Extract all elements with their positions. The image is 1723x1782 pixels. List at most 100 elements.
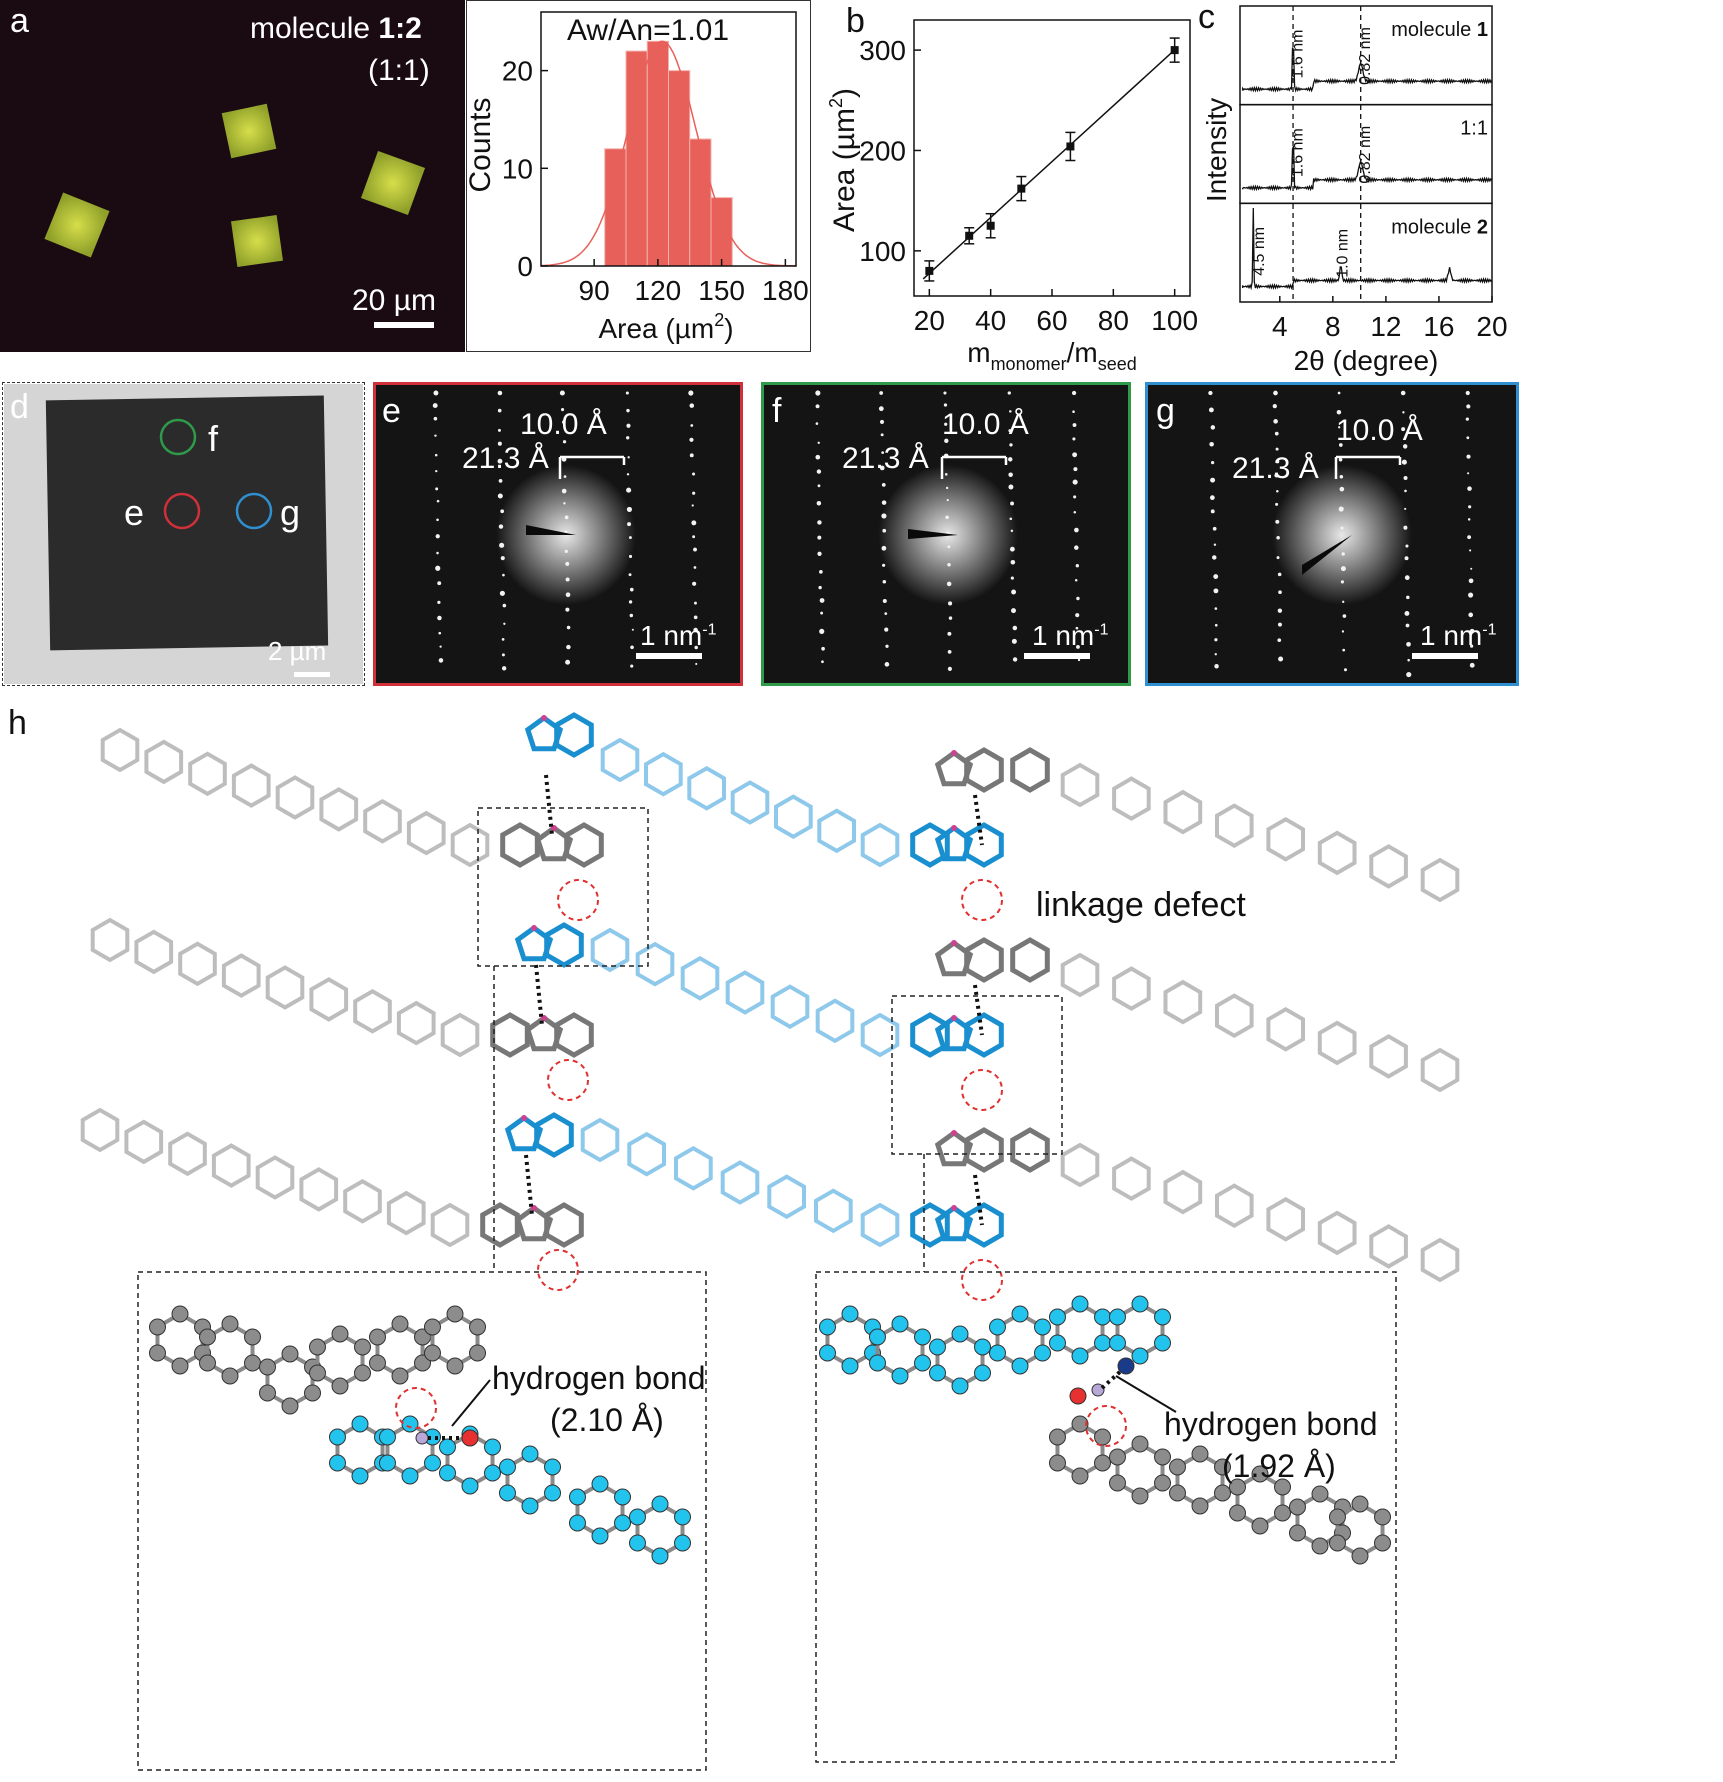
diffraction-spot (1208, 407, 1214, 413)
gray-benzimidazole-n-h (951, 750, 957, 756)
crystal-tile (45, 395, 329, 651)
diffraction-spot (502, 573, 505, 577)
diffraction-spot (817, 551, 822, 556)
data-point (1066, 142, 1075, 151)
x-tick-label: 180 (762, 275, 809, 306)
missing-linkage-circle (557, 879, 599, 921)
diffraction-spot (499, 542, 505, 548)
zoom-gray-ring-atom (148, 1318, 166, 1336)
blue-benzimidazole-n-h (541, 715, 547, 721)
diffraction-spot (1466, 436, 1470, 440)
diffraction-spot (1406, 671, 1412, 678)
diffraction-spot (1072, 479, 1078, 485)
light-blue-chain-ring (814, 1188, 853, 1234)
x-tick-label: 90 (579, 275, 610, 306)
zoom-cyan-ring-atom (438, 1464, 456, 1482)
circle-g[interactable] (235, 492, 273, 530)
hydrogen-atom (1091, 1383, 1105, 1397)
y-tick-label: 100 (859, 236, 906, 267)
circle-e[interactable] (163, 492, 201, 530)
zoom-cyan-ring-atom (498, 1484, 516, 1502)
diffraction-spot (435, 534, 440, 539)
data-point (1170, 46, 1179, 55)
pointer-arrow (451, 1379, 491, 1427)
zoom-gray-ring-atom (244, 1354, 262, 1372)
zoom-gray-ring-atom (1251, 1465, 1269, 1483)
diffraction-spot (1208, 390, 1213, 396)
gray-benzimidazole-imidazole (934, 749, 974, 787)
label-hb-left-value: (2.10 Å) (550, 1402, 664, 1438)
zoom-cyan-ring-atom (974, 1338, 992, 1356)
diffraction-spot (437, 600, 441, 605)
panel-letter-f: f (772, 392, 782, 430)
diffraction-spot (1275, 459, 1280, 464)
gray-chain-ring (188, 751, 227, 797)
diffraction-spot (879, 419, 885, 424)
zoom-gray-ring-atom (1274, 1478, 1292, 1496)
diffraction-spot (626, 436, 630, 440)
diffraction-spot (503, 622, 506, 625)
light-blue-chain-ring (730, 780, 770, 825)
diffraction-spot (1008, 429, 1012, 433)
diffraction-spot (629, 587, 634, 592)
diffraction-spot (439, 645, 442, 648)
gray-chain-ring (309, 977, 349, 1022)
diffraction-spot (1214, 623, 1218, 627)
diffraction-spot (436, 551, 439, 555)
label-hb-right-value: (1.92 Å) (1222, 1448, 1336, 1484)
diffraction-spot (561, 488, 567, 494)
diffraction-spot (566, 644, 571, 650)
diffraction-spot (1074, 578, 1078, 582)
diffraction-spot (815, 404, 820, 409)
diffraction-spot (821, 646, 825, 651)
diffraction-spot (1214, 653, 1217, 656)
gray-chain-ring (178, 941, 217, 987)
diffraction-spot (1467, 518, 1471, 521)
zoom-gray-ring-atom (354, 1338, 372, 1356)
zoom-gray-ring-atom (391, 1367, 409, 1385)
x-tick-label: 4 (1272, 311, 1288, 342)
diffraction-spot (1338, 443, 1343, 447)
diffraction-spot (880, 433, 884, 437)
hydrogen-bond-dots (973, 794, 984, 846)
diffraction-spot (1465, 417, 1469, 421)
diffraction-spot (435, 469, 438, 473)
gray-chain-ring (440, 1012, 480, 1058)
diffraction-spot (884, 662, 890, 667)
diffraction-spot (1210, 425, 1216, 430)
diffraction-spot (1341, 630, 1345, 633)
beam-stop (908, 529, 958, 539)
diffraction-spot (691, 520, 697, 526)
zoom-cyan-ring-atom (1034, 1344, 1052, 1362)
diffraction-spot (1338, 426, 1341, 429)
zoom-cyan-ring-atom (1094, 1308, 1112, 1326)
blue-benzimidazole-imidazole (934, 1204, 974, 1242)
diffraction-spot (566, 625, 571, 630)
diffraction-spot (563, 502, 566, 505)
panel-d-image (4, 384, 363, 684)
zoom-cyan-ring-atom (484, 1464, 502, 1482)
panel-e-saed (373, 382, 743, 686)
diffraction-spot (627, 456, 630, 459)
zoom-gray-ring-atom (304, 1384, 322, 1402)
diffraction-spot (627, 522, 632, 527)
label-ratio-bold: 1:2 (378, 12, 422, 45)
gray-chain-ring (1112, 1156, 1151, 1201)
selection-box (891, 995, 1063, 1155)
diffraction-spot (501, 666, 507, 671)
diffraction-spot (565, 607, 570, 612)
beam-stop (526, 525, 576, 535)
diffraction-spot (497, 408, 502, 413)
diffraction-spot (947, 563, 951, 567)
diffraction-spot (817, 441, 820, 444)
diffraction-spot (497, 428, 501, 432)
panel-g-scalebar-label: 1 nm-1 (1420, 620, 1496, 652)
zoom-gray-ring-atom (1311, 1485, 1329, 1503)
histogram-bar (646, 40, 669, 267)
diffraction-spot (1072, 437, 1076, 441)
diffraction-spot (1277, 608, 1283, 613)
zoom-cyan-ring-atom (1131, 1347, 1149, 1365)
diffraction-spot (1075, 626, 1079, 630)
y-tick-label: 0 (517, 251, 533, 282)
circle-f[interactable] (159, 418, 197, 456)
